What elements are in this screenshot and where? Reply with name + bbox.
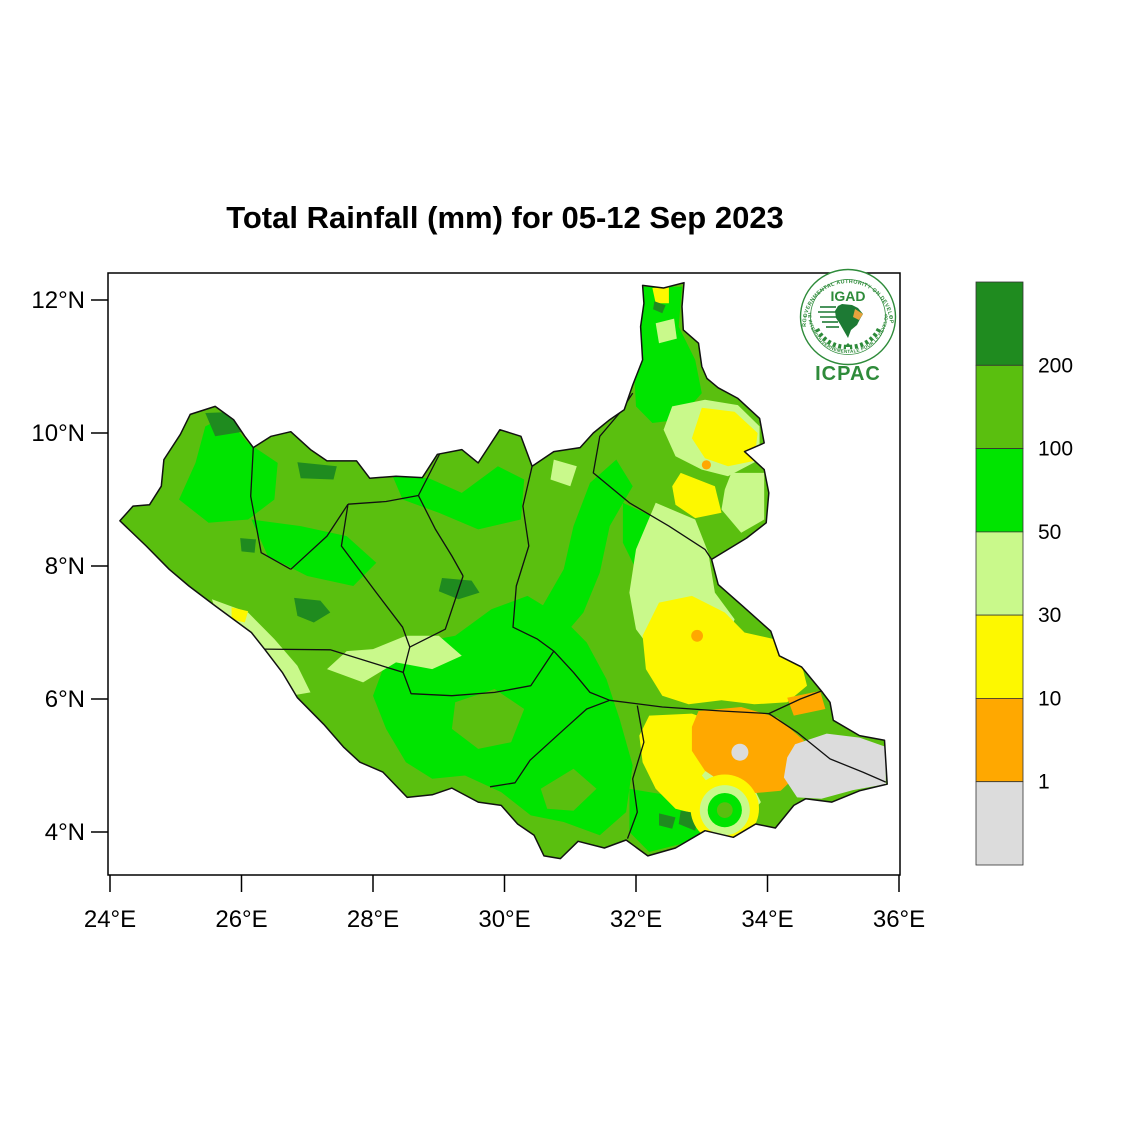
logo-star-left-icon: * xyxy=(804,315,807,322)
patch-pale-protrusion-spot xyxy=(655,318,677,344)
y-tick-label: 12°N xyxy=(31,287,85,314)
patch-pale-north-spot xyxy=(550,459,577,487)
boundary-nbg-wbg xyxy=(250,447,292,570)
x-tick-label: 28°E xyxy=(347,906,399,933)
y-axis: 12°N 10°N 8°N 6°N 4°N xyxy=(31,287,108,846)
patch-yellow-east-mass xyxy=(642,595,807,705)
y-tick-label: 6°N xyxy=(45,686,85,713)
y-tick-label: 10°N xyxy=(31,420,85,447)
y-tick-label: 4°N xyxy=(45,819,85,846)
boundary-ilemi xyxy=(768,713,887,783)
x-tick-label: 36°E xyxy=(873,906,925,933)
spot-gray-spot-in-orange xyxy=(731,743,749,761)
x-tick-label: 34°E xyxy=(741,906,793,933)
patch-pale-un-east-strip xyxy=(721,472,765,533)
patch-olive-ce-spot xyxy=(540,768,597,811)
boundary-we-north xyxy=(264,648,404,674)
boundary-warrap-unity xyxy=(417,495,464,577)
logo-horn-of-africa-icon xyxy=(853,309,863,320)
x-tick-label: 30°E xyxy=(478,906,530,933)
country-border xyxy=(119,281,888,860)
rainfall-fill-layer xyxy=(119,282,888,859)
legend-threshold-label: 30 xyxy=(1038,604,1061,627)
y-tick-label: 8°N xyxy=(45,553,85,580)
patch-yellow-upper-nile-2 xyxy=(672,472,722,519)
logo-icpac-text: ICPAC xyxy=(815,363,881,385)
admin-boundaries-layer xyxy=(250,392,887,839)
legend-swatch xyxy=(975,448,1024,533)
chart-title: Total Rainfall (mm) for 05-12 Sep 2023 xyxy=(226,200,784,235)
boundary-warrap-west xyxy=(340,504,411,648)
legend-swatch xyxy=(975,614,1024,699)
x-tick-label: 32°E xyxy=(610,906,662,933)
logo-igad-text: IGAD xyxy=(831,288,866,304)
boundary-warrap-lakes xyxy=(409,575,464,648)
x-tick-label: 26°E xyxy=(215,906,267,933)
logo-streaks-icon xyxy=(818,306,839,328)
spot-orange-fleck-north xyxy=(701,460,712,470)
patch-gray-ilemi-wedge xyxy=(783,733,886,799)
patch-bright-nile-strip xyxy=(540,459,633,636)
boundary-ce-ee xyxy=(626,705,645,839)
igad-icpac-logo: INTERGOVERNMENTAL AUTHORITY ON DEVELOPME… xyxy=(799,268,897,385)
boundary-lakes-south xyxy=(402,646,555,697)
legend-swatch xyxy=(975,781,1024,866)
patch-orange-border-ext xyxy=(787,691,826,716)
logo-base-mark-icon xyxy=(844,343,852,347)
patch-bright-west-belt xyxy=(251,519,377,586)
logo-star-right-icon: * xyxy=(890,315,893,322)
patch-bright-nw-aweil xyxy=(179,416,278,523)
patch-olive-lakes-spot xyxy=(451,689,525,749)
spot-orange-fleck-east xyxy=(691,629,703,642)
boundary-jonglei-uppernile xyxy=(592,392,713,560)
patch-pale-lakes-south xyxy=(327,635,462,683)
patch-yellow-west-fleck xyxy=(231,607,249,623)
country-border-layer xyxy=(119,281,888,860)
legend-swatch xyxy=(975,364,1024,449)
x-tick-label: 24°E xyxy=(84,906,136,933)
legend-threshold-label: 100 xyxy=(1038,438,1073,461)
boundary-jonglei-ee xyxy=(609,690,822,715)
legend-threshold-label: 10 xyxy=(1038,687,1061,710)
patch-dark-protrusion-spot xyxy=(653,301,666,314)
patch-dark-north xyxy=(297,462,337,480)
patch-dark-west-small xyxy=(240,538,256,553)
boundary-ce-we xyxy=(489,699,610,788)
legend-threshold-label: 50 xyxy=(1038,521,1061,544)
legend-swatch xyxy=(975,698,1024,783)
boundary-warrap-north xyxy=(347,452,441,505)
x-axis: 24°E 26°E 28°E 30°E 32°E 34°E 36°E xyxy=(84,875,925,933)
patch-yellow-protrusion-top xyxy=(652,286,669,304)
patch-dark-wbg-blob xyxy=(294,597,331,623)
colorbar-legend: 200 100 50 30 10 1 xyxy=(975,281,1073,866)
legend-swatch xyxy=(975,531,1024,616)
legend-threshold-label: 200 xyxy=(1038,354,1073,377)
boundary-unity-jonglei xyxy=(512,466,610,701)
boundary-wbg-warrap xyxy=(290,503,349,570)
spot-bullseye-core xyxy=(716,802,733,818)
legend-swatch xyxy=(975,281,1024,366)
patch-yellow-upper-nile xyxy=(691,407,758,467)
patch-dark-south-1 xyxy=(659,813,676,829)
logo-laurel-icon xyxy=(814,327,882,350)
patch-bright-ne-protrusion xyxy=(634,286,702,423)
legend-threshold-label: 1 xyxy=(1038,771,1050,794)
